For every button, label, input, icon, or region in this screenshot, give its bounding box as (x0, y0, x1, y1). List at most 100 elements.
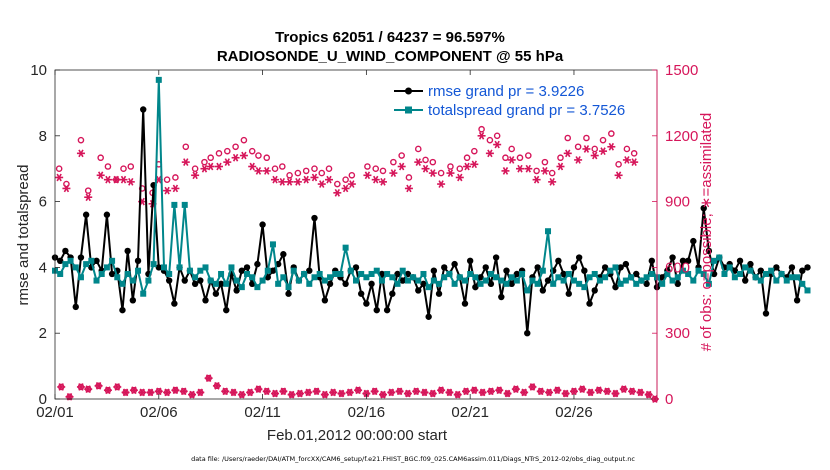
obs-possible-marker (456, 165, 464, 172)
obs-assimilated-marker (112, 175, 121, 184)
totalspread-point (513, 277, 520, 284)
totalspread-point (285, 284, 292, 291)
obs-assimilated-marker (239, 151, 248, 160)
totalspread-point (602, 274, 609, 281)
obs-bottom-assimilated-marker (578, 385, 587, 393)
obs-bottom-assimilated-marker (412, 387, 421, 396)
rmse-point (612, 283, 619, 291)
rmse-point (793, 297, 801, 304)
totalspread-point (565, 270, 572, 277)
legend: rmse grand pr = 3.9226 totalspread grand… (394, 83, 625, 119)
obs-bottom-assimilated-marker (644, 390, 653, 399)
rmse-point (534, 264, 541, 271)
obs-possible-marker (583, 134, 590, 142)
totalspread-point (752, 274, 759, 281)
totalspread-point (519, 270, 526, 277)
x-tick-label: 02/06 (140, 404, 178, 421)
totalspread-point (607, 267, 614, 274)
rmse-point (736, 257, 744, 265)
totalspread-point (301, 270, 308, 277)
totalspread-point (456, 274, 463, 281)
totalspread-point (264, 267, 271, 274)
totalspread-point (384, 270, 391, 277)
totalspread-point (477, 280, 484, 287)
obs-bottom-assimilated-marker (420, 388, 429, 397)
obs-bottom-assimilated-marker (188, 390, 197, 399)
rmse-point (508, 280, 515, 288)
obs-possible-marker (63, 180, 70, 188)
totalspread-point (804, 287, 811, 294)
obs-assimilated-marker (371, 175, 380, 184)
rmse-point (165, 277, 173, 284)
obs-assimilated-marker (493, 140, 502, 149)
obs-possible-marker (104, 163, 112, 170)
y-left-tick-label: 8 (39, 128, 47, 145)
obs-bottom-assimilated-marker (511, 385, 520, 393)
obs-assimilated-marker (96, 171, 105, 180)
obs-assimilated-marker (455, 173, 464, 182)
totalspread-point (586, 274, 593, 281)
obs-possible-marker (463, 154, 471, 162)
totalspread-point (695, 267, 702, 274)
y-right-tick-label: 1200 (665, 128, 698, 145)
obs-possible-marker (302, 167, 310, 175)
rmse-point (197, 277, 204, 284)
rmse-point (363, 300, 370, 307)
rmse-point (565, 290, 572, 297)
totalspread-point (441, 274, 448, 281)
obs-assimilated-marker (262, 167, 271, 175)
totalspread-point (311, 274, 318, 281)
rmse-point (383, 306, 391, 314)
obs-assimilated-marker (378, 177, 387, 186)
totalspread-point (233, 277, 240, 284)
totalspread-point (280, 274, 287, 281)
obs-possible-marker (414, 145, 422, 153)
rmse-point (555, 257, 562, 265)
obs-bottom-assimilated-marker (262, 387, 271, 396)
totalspread-point (321, 277, 328, 284)
obs-possible-marker (215, 150, 223, 157)
totalspread-point (529, 277, 536, 284)
obs-possible-marker (478, 125, 485, 133)
obs-assimilated-marker (389, 169, 398, 177)
rmse-point (399, 277, 406, 284)
totalspread-point (218, 270, 225, 277)
obs-possible-marker (390, 158, 397, 166)
obs-possible-marker (574, 143, 582, 151)
x-tick-label: 02/26 (555, 404, 593, 421)
obs-assimilated-marker (590, 151, 599, 160)
rmse-point (254, 260, 261, 268)
totalspread-point (415, 277, 422, 284)
rmse-point (140, 106, 147, 113)
y-right-tick-label: 900 (665, 194, 690, 211)
obs-assimilated-marker (278, 177, 287, 186)
obs-assimilated-marker (515, 164, 524, 173)
obs-assimilated-marker (404, 184, 413, 193)
totalspread-point (747, 267, 754, 274)
totalspread-point (498, 277, 505, 284)
rmse-point (373, 306, 380, 314)
obs-bottom-assimilated-marker (470, 386, 479, 395)
rmse-point (134, 257, 142, 265)
totalspread-point (394, 280, 401, 287)
totalspread-point (690, 277, 697, 284)
totalspread-point (581, 284, 588, 291)
obs-possible-marker (429, 158, 437, 166)
obs-assimilated-marker (62, 184, 71, 193)
obs-bottom-assimilated-marker (387, 388, 396, 397)
rmse-point (191, 280, 199, 288)
obs-assimilated-marker (126, 177, 135, 186)
y-left-tick-label: 10 (30, 62, 47, 79)
totalspread-point (628, 274, 635, 281)
obs-possible-marker (342, 176, 349, 183)
y-right-tick-label: 600 (665, 259, 690, 276)
obs-possible-marker (334, 180, 341, 188)
totalspread-point (721, 270, 728, 277)
totalspread-point (399, 267, 406, 274)
obs-possible-marker (172, 174, 179, 181)
obs-bottom-assimilated-marker (536, 387, 545, 396)
obs-assimilated-marker (271, 175, 280, 184)
totalspread-point (539, 267, 546, 274)
rmse-point (466, 257, 474, 265)
rmse-point (679, 257, 687, 265)
